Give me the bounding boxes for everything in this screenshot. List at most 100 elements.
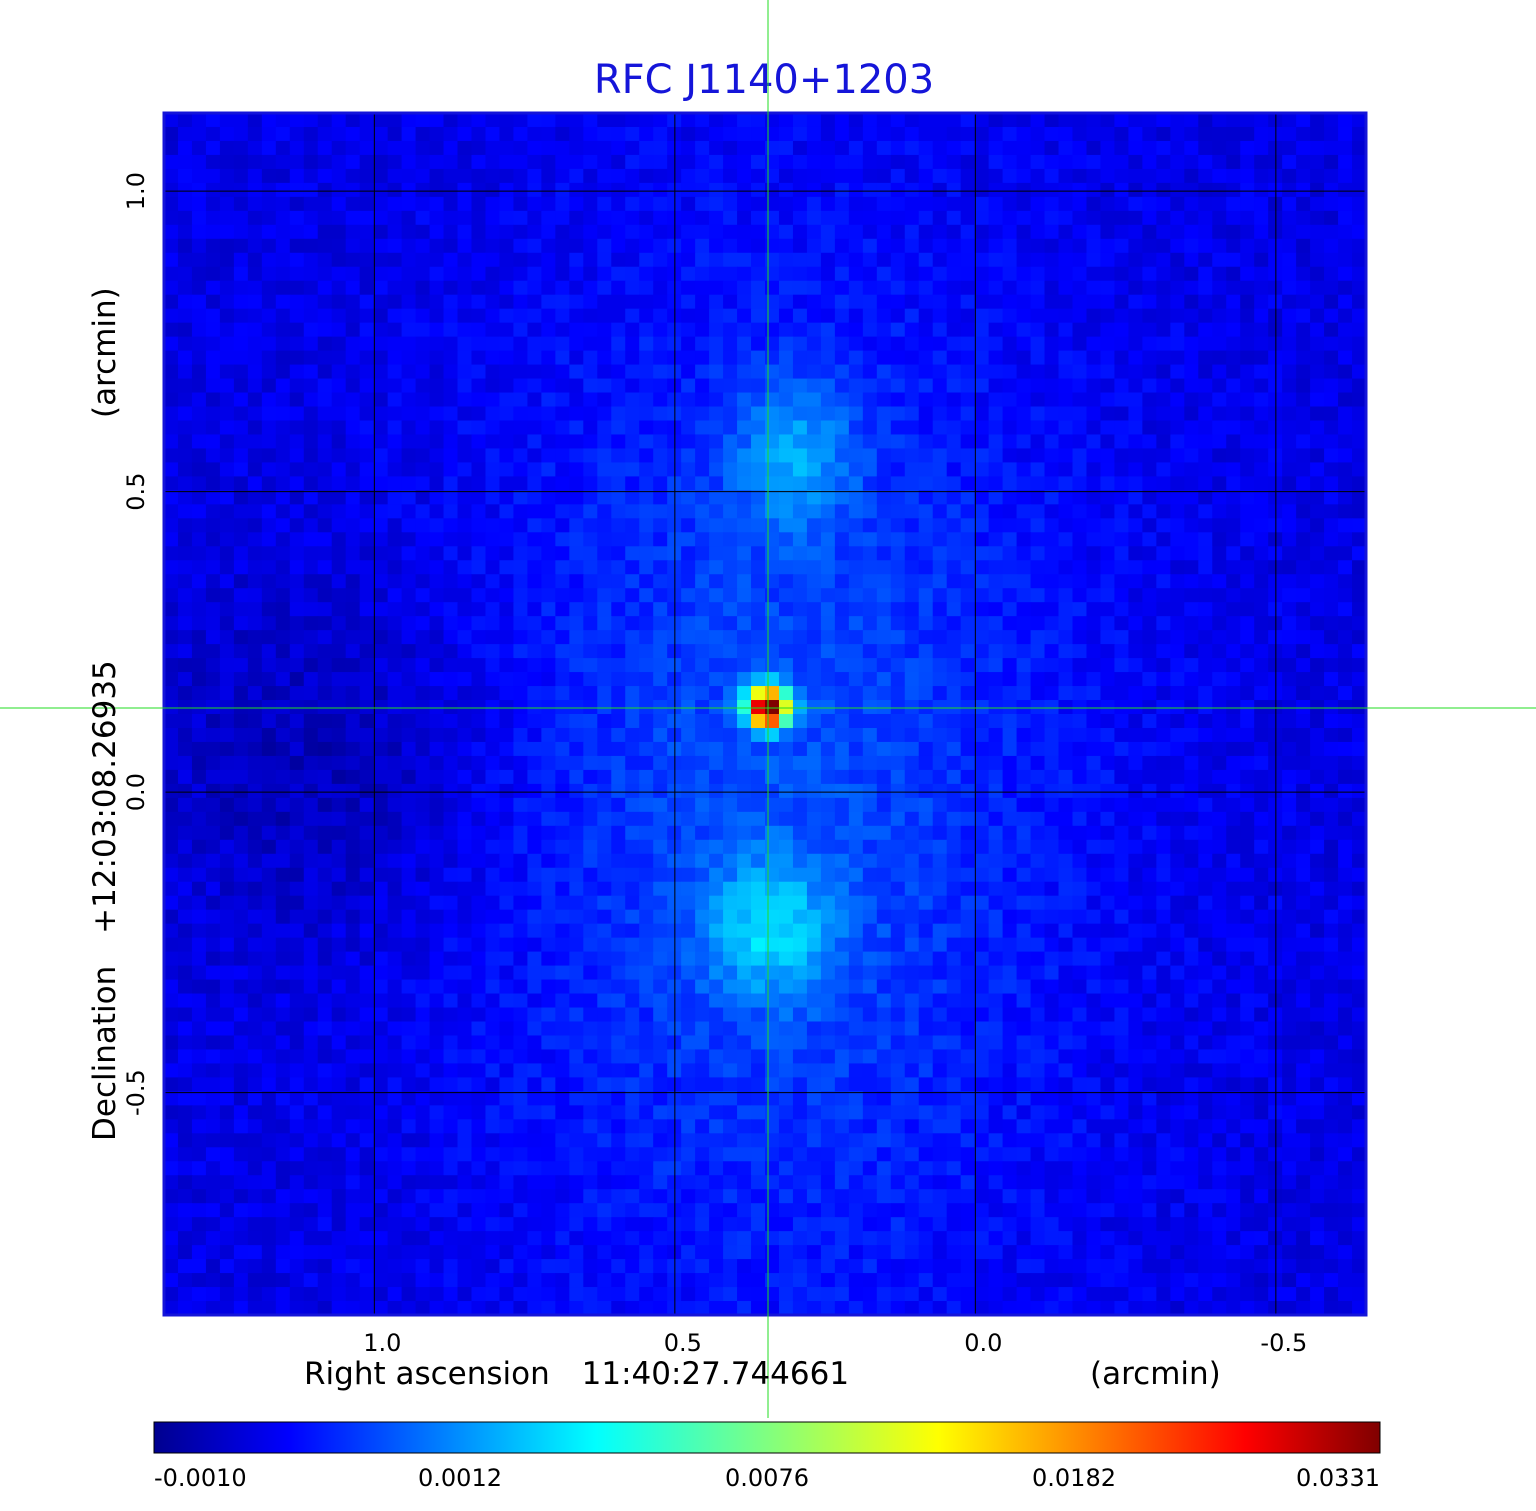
heatmap-cell <box>1086 532 1102 547</box>
heatmap-cell <box>890 378 906 394</box>
heatmap-cell <box>1016 909 1032 925</box>
heatmap-cell <box>1310 350 1325 366</box>
heatmap-cell <box>345 518 361 533</box>
heatmap-cell <box>499 686 515 701</box>
heatmap-cell <box>1156 672 1171 687</box>
heatmap-cell <box>1072 210 1088 226</box>
heatmap-cell <box>1310 420 1325 436</box>
heatmap-cell <box>932 434 948 450</box>
heatmap-cell <box>1254 252 1269 268</box>
heatmap-cell <box>527 588 542 603</box>
heatmap-cell <box>1086 434 1102 450</box>
heatmap-cell <box>988 853 1004 869</box>
heatmap-cell <box>737 238 752 254</box>
heatmap-cell <box>233 644 249 659</box>
heatmap-cell <box>415 881 431 897</box>
heatmap-cell <box>247 630 263 645</box>
heatmap-cell <box>1002 853 1018 869</box>
heatmap-cell <box>681 853 696 869</box>
heatmap-cell <box>415 490 431 505</box>
heatmap-cell <box>1142 574 1157 589</box>
heatmap-cell <box>331 895 347 911</box>
heatmap-cell <box>1058 658 1074 673</box>
heatmap-cell <box>1058 224 1074 240</box>
heatmap-cell <box>345 839 361 855</box>
heatmap-cell <box>1058 322 1074 338</box>
heatmap-cell <box>261 630 277 645</box>
heatmap-cell <box>1184 434 1199 450</box>
heatmap-cell <box>1002 378 1018 394</box>
heatmap-cell <box>1030 210 1046 226</box>
heatmap-cell <box>289 490 305 505</box>
heatmap-cell <box>723 168 738 184</box>
heatmap-cell <box>792 881 808 897</box>
heatmap-cell <box>806 364 822 380</box>
heatmap-cell <box>723 140 738 156</box>
heatmap-cell <box>1324 168 1339 184</box>
heatmap-cell <box>1114 644 1129 659</box>
heatmap-cell <box>289 392 305 408</box>
heatmap-cell <box>429 769 445 785</box>
heatmap-cell <box>1296 420 1311 436</box>
heatmap-cell <box>429 238 445 254</box>
heatmap-cell <box>1142 532 1157 547</box>
heatmap-cell <box>233 126 249 142</box>
heatmap-cell <box>373 672 389 687</box>
heatmap-cell <box>1058 378 1074 394</box>
heatmap-cell <box>1016 686 1032 701</box>
heatmap-cell <box>1086 280 1102 296</box>
heatmap-cell <box>569 140 584 156</box>
heatmap-cell <box>820 406 836 422</box>
heatmap-cell <box>289 853 305 869</box>
heatmap-cell <box>401 182 417 198</box>
heatmap-cell <box>890 504 906 519</box>
heatmap-cell <box>1226 336 1241 352</box>
heatmap-cell <box>1240 909 1255 925</box>
heatmap-cell <box>806 672 822 687</box>
heatmap-cell <box>792 196 808 212</box>
heatmap-cell <box>289 825 305 841</box>
heatmap-cell <box>191 476 207 491</box>
heatmap-cell <box>625 700 640 715</box>
heatmap-cell <box>513 644 528 659</box>
heatmap-cell <box>597 700 612 715</box>
heatmap-cell <box>1030 853 1046 869</box>
heatmap-cell <box>261 154 277 170</box>
heatmap-cell <box>974 462 990 477</box>
heatmap-cell <box>765 672 780 687</box>
heatmap-cell <box>848 518 864 533</box>
heatmap-cell <box>625 644 640 659</box>
heatmap-cell <box>513 714 528 729</box>
heatmap-cell <box>164 378 179 394</box>
heatmap-cell <box>1296 434 1311 450</box>
heatmap-cell <box>653 895 668 911</box>
heatmap-cell <box>709 909 724 925</box>
heatmap-cell <box>751 797 766 813</box>
heatmap-cell <box>792 518 808 533</box>
heatmap-cell <box>415 196 431 212</box>
heatmap-cell <box>806 574 822 589</box>
heatmap-cell <box>848 392 864 408</box>
heatmap-cell <box>960 434 976 450</box>
heatmap-cell <box>275 420 291 436</box>
heatmap-cell <box>443 280 459 296</box>
heatmap-cell <box>1142 714 1157 729</box>
heatmap-cell <box>1002 811 1018 827</box>
heatmap-cell <box>555 602 570 617</box>
heatmap-cell <box>1058 574 1074 589</box>
heatmap-cell <box>1016 448 1032 464</box>
heatmap-cell <box>1086 154 1102 170</box>
heatmap-cell <box>960 322 976 338</box>
heatmap-cell <box>499 602 515 617</box>
heatmap-cell <box>1254 672 1269 687</box>
heatmap-cell <box>1114 574 1129 589</box>
heatmap-cell <box>1156 532 1171 547</box>
heatmap-cell <box>876 224 892 240</box>
heatmap-cell <box>834 336 850 352</box>
heatmap-cell <box>513 630 528 645</box>
heatmap-cell <box>709 644 724 659</box>
heatmap-cell <box>890 867 906 883</box>
heatmap-cell <box>974 574 990 589</box>
heatmap-cell <box>275 210 291 226</box>
heatmap-cell <box>625 769 640 785</box>
